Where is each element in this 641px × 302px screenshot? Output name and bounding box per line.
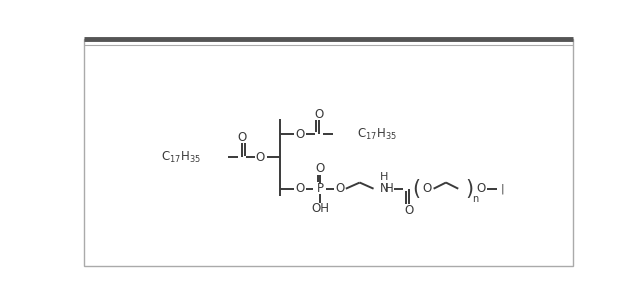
Text: (: ( — [413, 179, 420, 199]
Text: O: O — [296, 182, 305, 195]
Text: O: O — [314, 108, 324, 120]
Text: N: N — [380, 182, 388, 195]
Text: H: H — [385, 182, 394, 195]
Text: |: | — [501, 183, 504, 194]
Text: O: O — [316, 162, 325, 175]
Text: O: O — [256, 151, 265, 164]
Text: $\mathregular{C_{17}H_{35}}$: $\mathregular{C_{17}H_{35}}$ — [358, 127, 397, 142]
Text: O: O — [404, 204, 413, 217]
Text: H: H — [379, 172, 388, 182]
Text: O: O — [335, 182, 344, 195]
Text: n: n — [472, 194, 478, 204]
Text: ): ) — [465, 179, 473, 199]
Text: $\mathregular{C_{17}H_{35}}$: $\mathregular{C_{17}H_{35}}$ — [162, 149, 201, 165]
Text: O: O — [237, 130, 247, 144]
Text: O: O — [423, 182, 432, 195]
Text: O: O — [296, 127, 305, 140]
Text: OH: OH — [312, 202, 329, 215]
Text: O: O — [477, 182, 486, 195]
Text: P: P — [317, 182, 324, 195]
